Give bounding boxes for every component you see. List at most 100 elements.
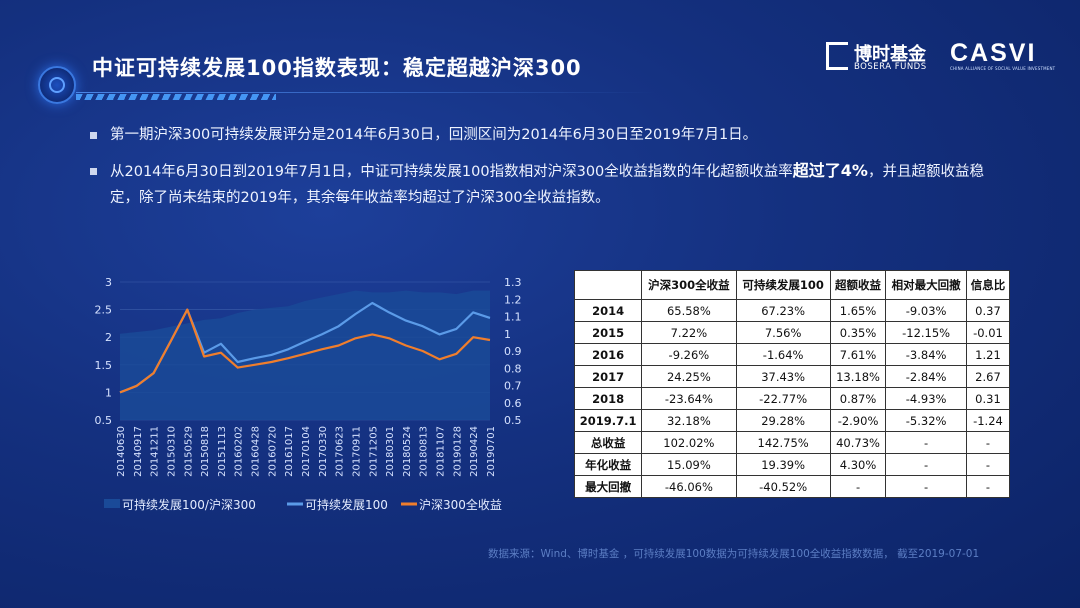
x-tick-label: 20171205 [368, 426, 379, 477]
x-tick-label: 20161017 [284, 426, 295, 477]
table-cell: 142.75% [735, 431, 831, 454]
bullet-item-2: 从2014年6月30日到2019年7月1日，中证可持续发展100指数相对沪深30… [90, 158, 1010, 211]
table-row-label: 2014 [573, 299, 643, 322]
table-cell: 15.09% [641, 453, 737, 476]
table-row-label: 总收益 [573, 431, 643, 454]
bullet-text-post: ，并且超额收益稳定，除了尚未结束的2019年，其余每年收益率均超过了沪深300全… [110, 164, 984, 206]
y-left-tick-label: 2 [105, 331, 112, 344]
bullet-text: 第一期沪深300可持续发展评分是2014年6月30日，回测区间为2014年6月3… [110, 127, 758, 143]
bullet-list: 第一期沪深300可持续发展评分是2014年6月30日，回测区间为2014年6月3… [90, 122, 1010, 221]
bullet-text-bold: 超过了4% [792, 161, 868, 180]
title-dash-decoration [76, 94, 276, 100]
table-cell: 7.61% [829, 343, 887, 366]
series-line-2 [119, 308, 491, 394]
x-tick-label: 20170330 [318, 426, 329, 477]
table-cell: -9.26% [641, 343, 737, 366]
x-tick-label: 20181107 [436, 426, 447, 477]
header-circle-icon [38, 66, 76, 104]
x-tick-label: 20170911 [351, 426, 362, 477]
y-right-tick-label: 1.1 [504, 311, 522, 324]
table-cell: 32.18% [641, 409, 737, 432]
table-row-label: 2018 [573, 387, 643, 410]
y-right-tick-label: 0.8 [504, 362, 522, 375]
table-cell: -2.84% [885, 365, 967, 388]
legend-swatch [104, 499, 120, 508]
x-tick-label: 20150818 [200, 426, 211, 477]
table-cell: - [965, 431, 1011, 454]
x-tick-label: 20160720 [267, 426, 278, 477]
y-right-tick-label: 1.3 [504, 276, 522, 289]
table-row-label: 年化收益 [573, 453, 643, 476]
title-underline [76, 92, 656, 93]
x-tick-label: 20180813 [419, 426, 430, 477]
x-tick-label: 20140630 [116, 426, 127, 477]
table-row: 总收益 102.02% 142.75% 40.73% - - [573, 431, 1011, 454]
table-cell: -22.77% [735, 387, 831, 410]
table-cell: 2.67 [965, 365, 1011, 388]
legend-label: 可持续发展100/沪深300 [122, 497, 256, 512]
y-left-tick-label: 2.5 [95, 304, 113, 317]
table-row-label: 2015 [573, 321, 643, 344]
bullet-text-pre: 从2014年6月30日到2019年7月1日，中证可持续发展100指数相对沪深30… [110, 164, 793, 180]
table-row-label: 2019.7.1 [573, 409, 643, 432]
x-tick-label: 20170104 [301, 426, 312, 477]
table-row-label: 最大回撤 [573, 475, 643, 498]
table-header-cell: 可持续发展100 [735, 270, 831, 300]
y-right-tick-label: 0.6 [504, 397, 522, 410]
table-cell: - [829, 475, 887, 498]
table-cell: 4.30% [829, 453, 887, 476]
bullet-square-icon [90, 132, 97, 139]
table-cell: -1.64% [735, 343, 831, 366]
x-tick-label: 20160202 [234, 426, 245, 477]
table-cell: 102.02% [641, 431, 737, 454]
table-row: 2018 -23.64% -22.77% 0.87% -4.93% 0.31 [573, 387, 1011, 410]
table-cell: 40.73% [829, 431, 887, 454]
table-cell: 1.65% [829, 299, 887, 322]
x-tick-label: 20150529 [183, 426, 194, 477]
chart-svg: 0.5 1 1.5 2 2.5 3 0.5 0.6 0.7 0.8 0.9 1 1.1 1.2 1.3 201… [95, 276, 522, 512]
table-header-row: 沪深300全收益 可持续发展100 超额收益 相对最大回撤 信息比 [573, 270, 1011, 300]
casvi-logo-text: CASVI [950, 39, 1037, 67]
series-area-0 [120, 290, 490, 420]
table-cell: -12.15% [885, 321, 967, 344]
bosera-logo: 博时基金 BOSERA FUNDS [826, 42, 936, 74]
table-header-cell: 超额收益 [829, 270, 887, 300]
y-right-tick-label: 0.5 [504, 414, 522, 427]
y-right-tick-label: 0.7 [504, 380, 522, 393]
table-row: 2019.7.1 32.18% 29.28% -2.90% -5.32% -1.24 [573, 409, 1011, 432]
table-cell: 37.43% [735, 365, 831, 388]
table-cell: -2.90% [829, 409, 887, 432]
table-cell: - [885, 453, 967, 476]
table-cell: -0.01 [965, 321, 1011, 344]
bullet-square-icon [90, 168, 97, 175]
table-cell: -4.93% [885, 387, 967, 410]
table-cell: -23.64% [641, 387, 737, 410]
table-row: 2014 65.58% 67.23% 1.65% -9.03% 0.37 [573, 299, 1011, 322]
x-tick-label: 20190424 [469, 426, 480, 477]
table-cell: 0.35% [829, 321, 887, 344]
x-tick-label: 20180301 [385, 426, 396, 477]
table-row: 2015 7.22% 7.56% 0.35% -12.15% -0.01 [573, 321, 1011, 344]
x-tick-label: 20151113 [217, 426, 228, 477]
table-cell: 7.22% [641, 321, 737, 344]
table-cell: - [965, 475, 1011, 498]
y-left-tick-label: 1.5 [95, 359, 113, 372]
x-tick-label: 20140917 [133, 426, 144, 477]
bosera-logo-en: BOSERA FUNDS [854, 62, 927, 72]
y-right-tick-label: 1.2 [504, 293, 522, 306]
table-cell: 19.39% [735, 453, 831, 476]
table-cell: 67.23% [735, 299, 831, 322]
table-cell: 65.58% [641, 299, 737, 322]
y-left-tick-label: 3 [105, 276, 112, 289]
table-cell: -46.06% [641, 475, 737, 498]
y-left-tick-label: 1 [105, 386, 112, 399]
data-source-note: 数据来源：Wind、博时基金 ，可持续发展100数据为可持续发展100全收益指数… [488, 548, 980, 560]
table-cell: 0.37 [965, 299, 1011, 322]
table-header-cell: 沪深300全收益 [641, 270, 737, 300]
y-left-tick-label: 0.5 [95, 414, 113, 427]
y-right-tick-label: 1 [504, 328, 511, 341]
table-row: 年化收益 15.09% 19.39% 4.30% - - [573, 453, 1011, 476]
table-cell: 13.18% [829, 365, 887, 388]
table-header-cell: 相对最大回撤 [885, 270, 967, 300]
table-row: 2016 -9.26% -1.64% 7.61% -3.84% 1.21 [573, 343, 1011, 366]
